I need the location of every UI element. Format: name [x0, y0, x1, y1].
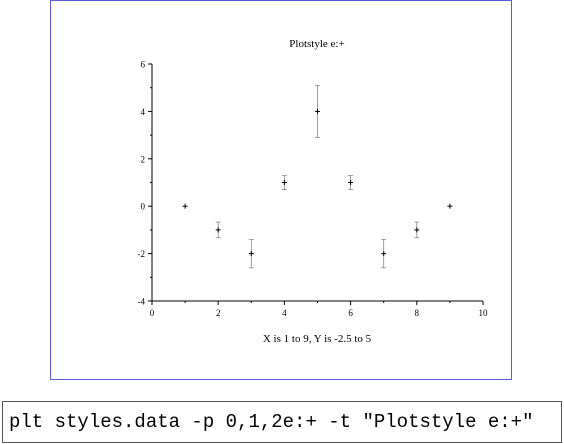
y-tick-label: 2 — [141, 154, 146, 164]
data-point — [381, 251, 387, 257]
y-tick-label: -4 — [138, 297, 146, 307]
x-tick-label: 4 — [282, 308, 287, 318]
y-tick-label: 4 — [141, 107, 146, 117]
data-point — [248, 251, 254, 257]
y-tick-label: 0 — [141, 202, 146, 212]
x-tick-label: 6 — [348, 308, 353, 318]
x-tick-label: 8 — [415, 308, 420, 318]
data-marks — [182, 84, 453, 269]
y-tick-label: 6 — [141, 60, 146, 70]
data-point — [281, 180, 287, 185]
y-tick-label: -2 — [138, 249, 146, 259]
x-tick-label: 0 — [150, 308, 155, 318]
chart-title: Plotstyle e:+ — [289, 38, 344, 50]
axes: -4 -2 0 2 4 6 0 2 4 6 8 10 — [138, 60, 489, 319]
data-point — [215, 227, 221, 233]
data-point — [414, 227, 420, 233]
chart: Plotstyle e:+ X is 1 to 9, Y is -2.5 to … — [138, 38, 489, 345]
x-tick-label: 10 — [479, 308, 489, 318]
plot-frame: Plotstyle e:+ X is 1 to 9, Y is -2.5 to … — [50, 0, 512, 380]
data-point — [447, 203, 453, 209]
x-tick-label: 2 — [216, 308, 221, 318]
x-axis-label: X is 1 to 9, Y is -2.5 to 5 — [263, 333, 372, 345]
command-line: plt styles.data -p 0,1,2e:+ -t "Plotstyl… — [2, 401, 562, 443]
data-point — [348, 180, 354, 185]
data-point — [315, 108, 320, 114]
data-point — [182, 203, 188, 209]
